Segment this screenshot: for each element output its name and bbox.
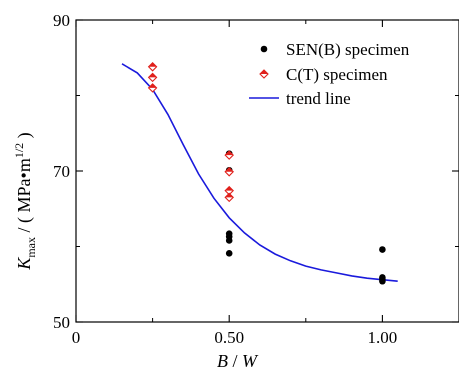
legend-marker-senb — [260, 45, 268, 53]
x-tick-label: 0.50 — [214, 328, 244, 347]
ct-point — [147, 72, 158, 83]
ct-point — [224, 150, 234, 160]
y-tick-label: 70 — [53, 162, 70, 181]
senb-point — [379, 277, 386, 285]
x-axis-label: B / W — [217, 351, 259, 371]
plot-frame — [75, 19, 459, 323]
legend-marker-ct — [259, 69, 269, 79]
x-axis-ticks: 0 0.50 1.00 — [72, 20, 398, 347]
legend: SEN(B) specimen C(T) specimen trend line — [249, 40, 410, 108]
y-axis-label: Kmax / ( MPa•m1/2 ) — [12, 132, 38, 270]
x-tick-label: 0 — [72, 328, 81, 347]
y-axis-ticks: 50 70 90 — [53, 11, 459, 332]
legend-label-senb: SEN(B) specimen — [286, 40, 410, 59]
legend-label-trend: trend line — [286, 89, 351, 108]
ct-point — [147, 83, 158, 93]
senb-point — [225, 249, 233, 257]
y-tick-label: 50 — [53, 313, 70, 332]
series-layer — [121, 62, 398, 285]
legend-label-ct: C(T) specimen — [286, 65, 388, 84]
x-tick-label: 1.00 — [368, 328, 398, 347]
y-tick-label: 90 — [53, 11, 70, 30]
ct-point — [224, 192, 234, 203]
ct-point — [224, 167, 234, 177]
senb-point — [379, 246, 386, 253]
trend-line — [121, 63, 398, 282]
ct-point — [147, 62, 158, 72]
senb-point — [225, 237, 233, 244]
